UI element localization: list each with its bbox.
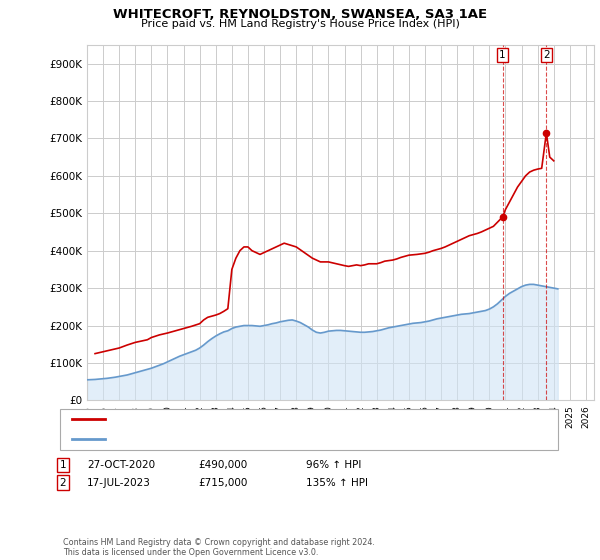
Text: £715,000: £715,000 <box>198 478 247 488</box>
Text: 2: 2 <box>59 478 67 488</box>
Text: Contains HM Land Registry data © Crown copyright and database right 2024.
This d: Contains HM Land Registry data © Crown c… <box>63 538 375 557</box>
Text: 135% ↑ HPI: 135% ↑ HPI <box>306 478 368 488</box>
Text: 27-OCT-2020: 27-OCT-2020 <box>87 460 155 470</box>
Text: WHITECROFT, REYNOLDSTON, SWANSEA, SA3 1AE: WHITECROFT, REYNOLDSTON, SWANSEA, SA3 1A… <box>113 8 487 21</box>
Text: HPI: Average price, detached house, Swansea: HPI: Average price, detached house, Swan… <box>111 435 335 444</box>
Text: 2: 2 <box>543 50 550 60</box>
Text: WHITECROFT, REYNOLDSTON, SWANSEA, SA3 1AE (detached house): WHITECROFT, REYNOLDSTON, SWANSEA, SA3 1A… <box>111 414 446 424</box>
Text: Price paid vs. HM Land Registry's House Price Index (HPI): Price paid vs. HM Land Registry's House … <box>140 19 460 29</box>
Text: £490,000: £490,000 <box>198 460 247 470</box>
Text: 1: 1 <box>499 50 506 60</box>
Text: 96% ↑ HPI: 96% ↑ HPI <box>306 460 361 470</box>
Text: 1: 1 <box>59 460 67 470</box>
Text: 17-JUL-2023: 17-JUL-2023 <box>87 478 151 488</box>
